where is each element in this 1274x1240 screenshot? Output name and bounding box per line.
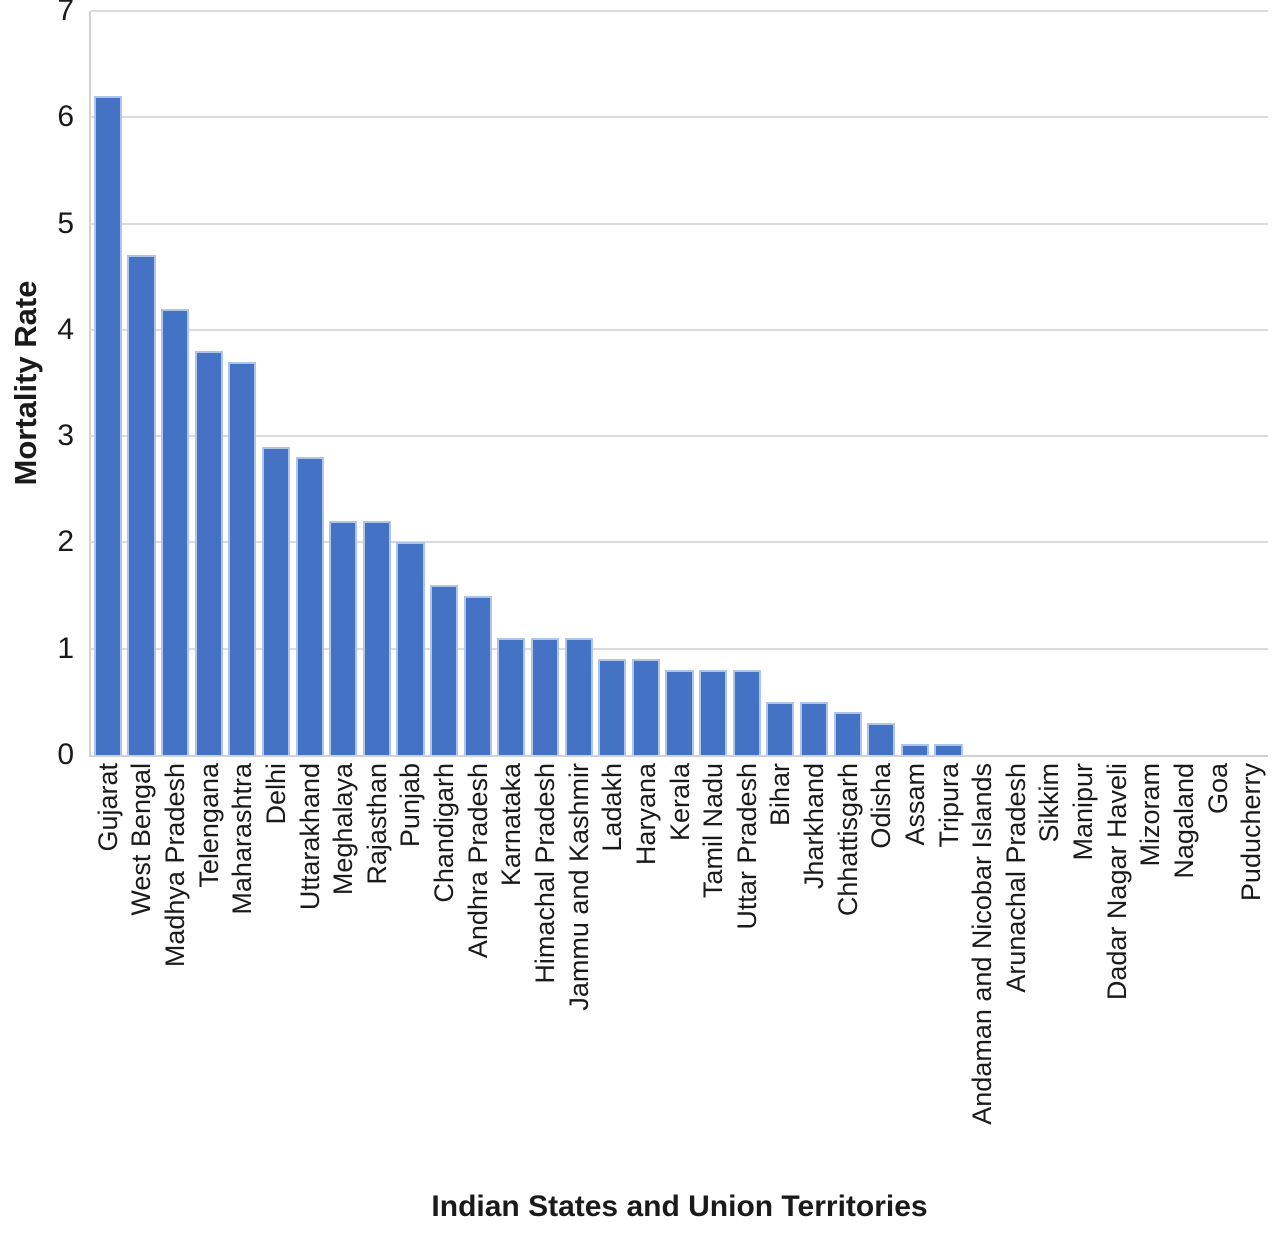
bar-jammu-and-kashmir: [564, 638, 593, 755]
y-tick-label: 3: [57, 419, 74, 453]
x-tick-label: Bihar: [765, 763, 796, 827]
x-tick-label: Telengana: [193, 763, 224, 888]
x-tick-label: Odisha: [866, 763, 897, 849]
bar-uttar-pradesh: [732, 669, 761, 755]
bar-karnataka: [497, 638, 526, 755]
gridline: [91, 116, 1268, 119]
y-tick-label: 1: [57, 631, 74, 665]
x-tick-label: Jharkhand: [799, 763, 829, 890]
x-tick-label: Arunachal Pradesh: [1000, 763, 1031, 993]
bar-madhya-pradesh: [161, 308, 190, 755]
x-tick-label: Dadar Nagar Haveli: [1101, 763, 1132, 1001]
bar-uttarakhand: [295, 457, 324, 755]
x-tick-label: Andaman and Nicobar Islands: [967, 763, 998, 1125]
y-axis-line: [89, 11, 91, 755]
x-tick-label: Nagaland: [1168, 763, 1199, 879]
gridline: [91, 328, 1268, 331]
bar-jharkhand: [799, 701, 829, 755]
y-tick-label: 7: [57, 0, 74, 27]
y-tick-label: 6: [57, 100, 74, 134]
x-tick-label: Puducherry: [1236, 763, 1267, 902]
bar-punjab: [396, 542, 425, 755]
gridline: [91, 435, 1268, 438]
bar-telengana: [194, 351, 223, 755]
x-tick-label: Ladakh: [597, 763, 628, 852]
gridline: [91, 222, 1268, 225]
x-tick-label: Rajasthan: [361, 763, 392, 885]
x-tick-label: Assam: [899, 763, 930, 846]
x-tick-label: Haryana: [630, 763, 661, 866]
bar-delhi: [261, 446, 291, 755]
x-tick-label: Gujarat: [92, 763, 123, 852]
bar-ladakh: [598, 659, 627, 755]
bar-assam: [900, 744, 929, 755]
x-tick-label: Tripura: [933, 763, 964, 848]
x-tick-label: Tamil Nadu: [698, 763, 729, 899]
x-tick-label: West Bengal: [126, 763, 157, 916]
bar-rajasthan: [362, 521, 391, 755]
x-tick-label: Madhya Pradesh: [160, 763, 191, 968]
x-tick-label: Meghalaya: [328, 763, 359, 896]
x-tick-label: Chhattisgarh: [832, 763, 863, 917]
x-tick-label: Andhra Pradesh: [462, 763, 493, 959]
bar-kerala: [665, 669, 694, 755]
bar-west-bengal: [127, 255, 156, 755]
x-tick-label: Kerala: [664, 763, 695, 842]
bar-odisha: [867, 723, 896, 755]
x-tick-label: Manipur: [1068, 763, 1099, 861]
bar-bihar: [766, 701, 795, 755]
bar-andhra-pradesh: [463, 595, 492, 755]
y-tick-label: 2: [57, 525, 74, 559]
x-tick-label: Sikkim: [1034, 763, 1065, 843]
gridline: [91, 10, 1268, 12]
y-tick-label: 4: [57, 312, 74, 346]
x-tick-label: Delhi: [260, 763, 291, 825]
x-tick-label: Uttarakhand: [294, 763, 325, 911]
bar-maharashtra: [228, 361, 257, 755]
gridline: [91, 647, 1268, 650]
x-tick-label: Goa: [1202, 763, 1233, 815]
bar-tamil-nadu: [699, 669, 728, 755]
bar-haryana: [631, 659, 660, 755]
x-tick-label: Uttar Pradesh: [731, 763, 762, 930]
bar-meghalaya: [329, 521, 358, 755]
x-tick-label: Karnataka: [496, 763, 527, 887]
x-tick-label: Himachal Pradesh: [529, 763, 560, 984]
y-tick-label: 5: [57, 206, 74, 240]
x-tick-label: Chandigarh: [429, 763, 460, 903]
x-tick-label: Maharashtra: [227, 763, 258, 915]
bar-chandigarh: [430, 584, 459, 755]
bar-chhattisgarh: [833, 712, 862, 755]
y-tick-label: 0: [57, 738, 74, 771]
bar-gujarat: [93, 96, 122, 755]
x-tick-label: Jammu and Kashmir: [563, 763, 594, 1011]
bar-himachal-pradesh: [530, 638, 560, 755]
gridline: [91, 541, 1268, 544]
x-axis-line: [89, 755, 1268, 757]
x-tick-label: Mizoram: [1135, 763, 1166, 867]
x-tick-label: Punjab: [395, 763, 426, 848]
bar-tripura: [934, 744, 963, 755]
x-axis-title: Indian States and Union Territories: [431, 1190, 928, 1223]
